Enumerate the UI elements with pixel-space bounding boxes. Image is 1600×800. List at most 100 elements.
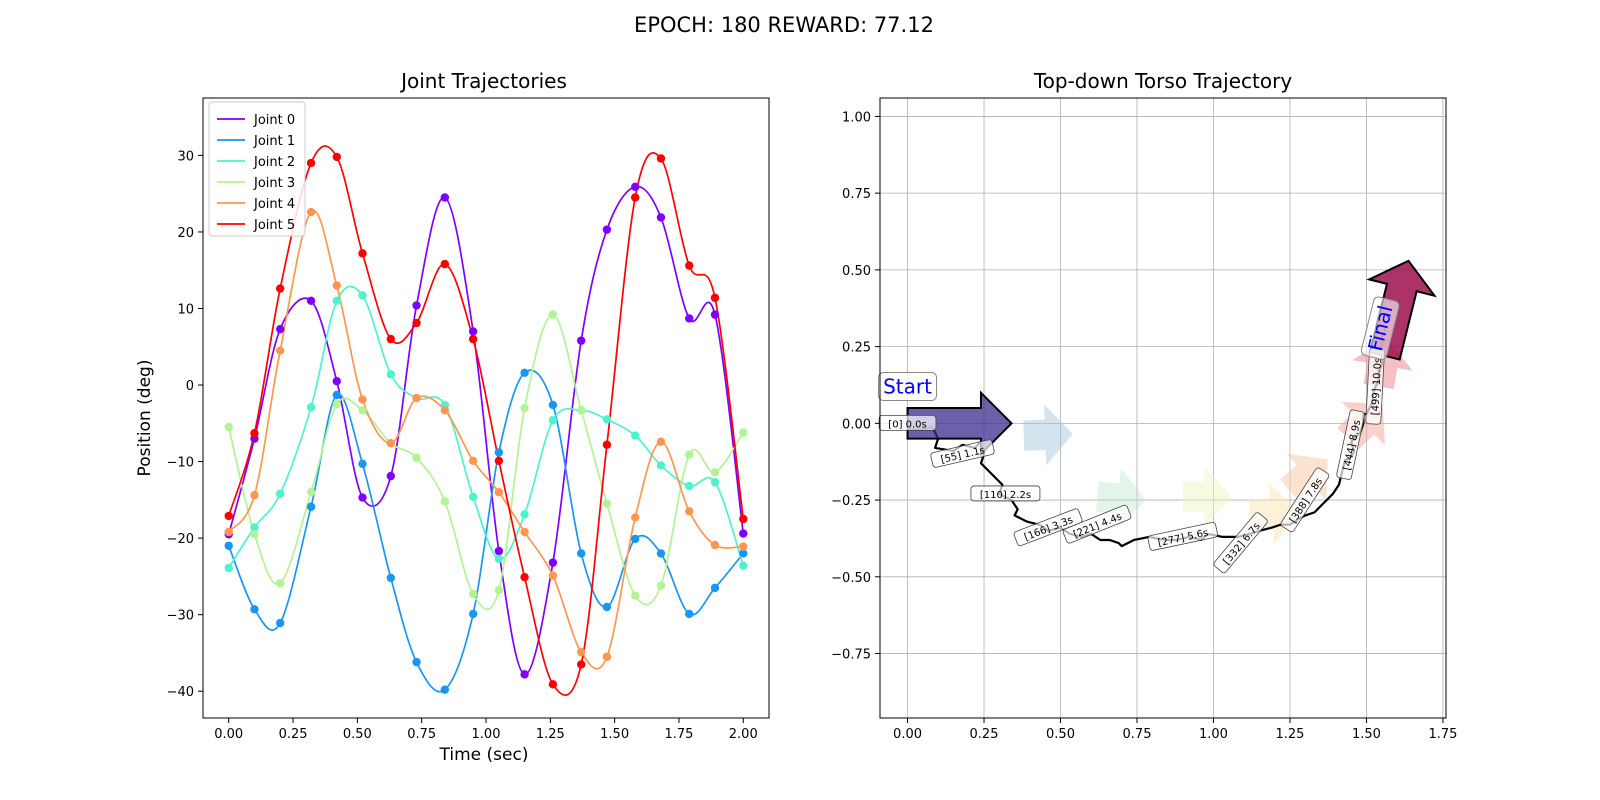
legend-entry: Joint 4 [253,197,295,212]
data-point-joint-5 [440,259,450,269]
data-point-joint-0 [520,670,529,679]
data-point-joint-3 [520,403,529,413]
x-tick-label: 0.75 [1123,727,1152,742]
annotation-box [1336,409,1366,480]
data-point-joint-4 [602,652,612,661]
data-point-joint-4 [275,346,285,355]
data-point-joint-2 [275,489,285,498]
annotation-box [1280,467,1330,533]
series-line-joint-4 [228,209,744,670]
legend-entry: Joint 1 [253,134,295,149]
heading-arrow-group [1023,404,1073,466]
data-point-joint-2 [631,431,640,440]
data-point-joint-0 [602,225,612,234]
data-point-joint-2 [602,415,612,424]
y-tick-label: 0.25 [842,341,871,356]
final-label-group: Final [1360,296,1400,360]
data-point-joint-4 [358,395,367,404]
data-point-joint-5 [520,572,529,582]
data-point-joint-3 [710,468,720,477]
data-point-joint-3 [548,310,558,319]
left-x-axis-label: Time (sec) [439,745,529,765]
waypoint-annotation: [499] 10.0s [1365,348,1385,425]
data-point-joint-3 [494,585,504,595]
data-point-joint-2 [306,403,316,412]
data-point-joint-3 [685,450,694,459]
x-tick-label: 1.50 [600,727,629,742]
x-tick-label: 0.75 [407,727,436,742]
data-point-joint-2 [468,492,478,501]
figure-suptitle: EPOCH: 180 REWARD: 77.12 [634,13,934,37]
waypoint-annotation: [332] 6.7s [1213,512,1268,574]
data-point-joint-2 [494,554,504,563]
data-point-joint-3 [332,399,341,409]
data-point-joint-0 [332,377,341,386]
data-point-joint-1 [548,400,558,410]
data-point-joint-2 [739,561,748,570]
data-point-joint-5 [386,334,396,344]
data-point-joint-4 [710,540,720,550]
left-y-axis-label: Position (deg) [135,360,155,477]
x-tick-label: 1.75 [1428,727,1457,742]
heading-arrow-group [1096,467,1147,530]
data-point-joint-0 [710,310,720,319]
annotation-text: [0] 0.0s [888,419,926,430]
data-point-joint-5 [412,318,421,328]
data-point-joint-3 [576,406,586,415]
annotation-box [930,439,995,468]
data-point-joint-2 [656,461,666,470]
data-point-joint-2 [358,291,367,300]
joint-trajectories-plot: 0.00 0.25 0.50 0.75 1.00 1.25 1.50 1.75 2.00 −40 −… [167,97,770,742]
data-point-joint-1 [468,609,478,619]
x-tick-label: 1.25 [536,727,565,742]
heading-arrow [1096,467,1147,530]
annotation-box [1147,522,1218,551]
data-point-joint-3 [739,428,748,437]
data-point-joint-5 [576,660,586,669]
legend-entry: Joint 2 [253,155,295,170]
y-tick-label: 0 [186,379,194,394]
waypoint-annotation: [0] 0.0s [878,414,937,431]
annotation-box [1013,508,1083,547]
data-point-joint-4 [412,393,421,403]
data-point-joint-1 [250,605,259,614]
data-point-joint-2 [250,523,259,532]
left-plot-title: Joint Trajectories [399,69,567,93]
data-point-joint-1 [386,573,396,583]
legend-entry: Joint 5 [253,218,295,233]
y-tick-label: −30 [167,609,194,624]
data-point-joint-3 [250,530,259,539]
data-point-joint-4 [520,527,529,537]
data-point-joint-4 [548,571,558,580]
data-point-joint-0 [386,471,396,481]
data-point-joint-1 [358,459,367,469]
x-tick-label: 0.50 [343,727,372,742]
data-point-joint-1 [275,618,285,628]
data-point-joint-5 [358,249,367,258]
data-point-joint-5 [494,456,504,466]
data-point-joint-5 [602,440,612,449]
data-point-joint-0 [548,558,558,567]
data-point-joint-4 [656,437,666,446]
series-line-joint-5 [227,145,745,696]
data-point-joint-2 [548,416,558,425]
data-point-joint-4 [494,487,504,497]
y-tick-label: 20 [177,226,194,241]
data-point-joint-5 [631,193,640,202]
x-tick-label: 0.00 [214,727,243,742]
data-point-joint-0 [494,546,504,556]
data-point-joint-3 [440,497,450,506]
data-point-joint-4 [386,439,396,448]
right-plot-title: Top-down Torso Trajectory [1033,69,1292,93]
waypoint-annotation: [55] 1.1s [930,439,995,468]
data-point-joint-5 [685,261,694,270]
data-point-joint-4 [576,647,586,657]
series-line-joint-0 [227,185,745,676]
data-point-joint-0 [306,296,316,306]
data-point-joint-3 [412,453,421,462]
x-tick-label: 1.25 [1275,727,1304,742]
legend-entry: Joint 0 [253,113,295,128]
data-point-joint-5 [306,158,316,168]
heading-arrow-group [1280,453,1328,503]
